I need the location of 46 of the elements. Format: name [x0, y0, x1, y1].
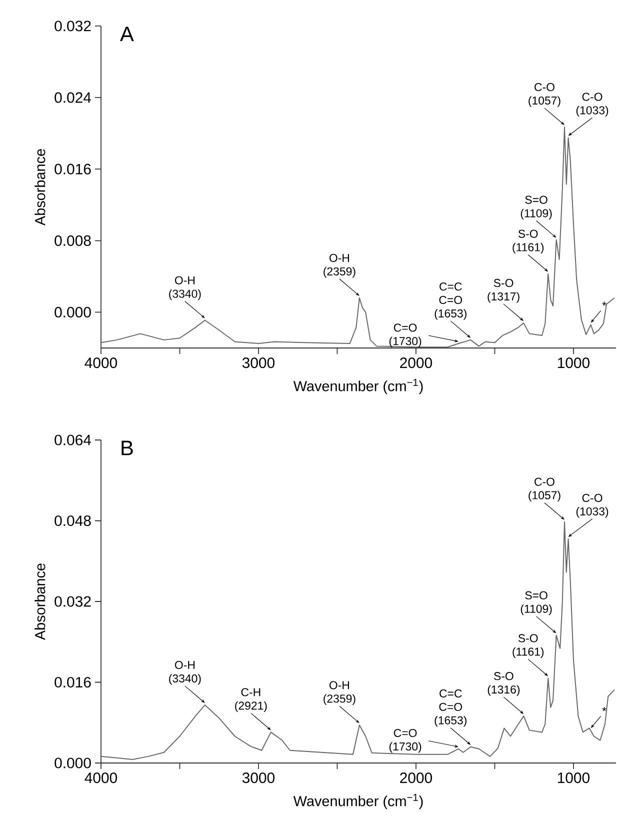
annotation: O-H (3340): [169, 276, 201, 300]
y-tick-label: 0.000: [54, 306, 91, 318]
annotation: S=O (1109): [520, 591, 552, 616]
annotation: C-O (1057): [528, 478, 560, 502]
chart-title: B: [122, 440, 133, 456]
y-tick-label: 0.048: [54, 515, 91, 526]
y-tick-label: 0.016: [54, 676, 91, 688]
y-tick-label: 0.064: [54, 434, 92, 446]
x-tick-label: 2000: [400, 358, 432, 368]
x-tick-label: 1000: [558, 772, 590, 784]
y-tick-label: 0.032: [54, 596, 91, 607]
x-axis-title: Wavenumber (cm$^{−1}$): [293, 794, 423, 810]
x-tick-label: 2000: [400, 772, 432, 784]
y-tick-label: 0.000: [54, 758, 91, 768]
x-tick-label: 4000: [84, 772, 118, 784]
annotation: C-H (2921): [235, 688, 267, 712]
annotation: S-O (1161): [512, 634, 544, 658]
annotation: O-H (3340): [169, 660, 201, 685]
annotation: *: [602, 302, 606, 306]
y-tick-label: 0.008: [54, 235, 91, 246]
annotation: C=C C=O (1653): [434, 689, 466, 727]
annotation: S-O (1161): [512, 230, 544, 254]
annotation: C-O (1057): [528, 83, 560, 107]
y-tick-label: 0.024: [54, 92, 92, 103]
y-tick-label: 0.016: [54, 164, 91, 174]
chart-title: A: [120, 26, 134, 42]
y-axis-title: Absorbance: [34, 564, 46, 640]
annotation: *: [602, 707, 606, 712]
y-tick-label: 0.032: [54, 20, 91, 32]
x-tick-label: 3000: [242, 772, 275, 784]
annotation: C-O (1033): [576, 494, 608, 518]
annotation: C=O (1730): [389, 728, 422, 753]
annotation: S-O (1316): [488, 672, 520, 696]
annotation: S=O (1109): [520, 196, 552, 220]
x-tick-label: 4000: [84, 358, 118, 368]
y-axis-title: Absorbance: [34, 149, 46, 226]
annotation: O-H (2359): [324, 254, 356, 278]
annotation: C=O (1730): [389, 324, 422, 348]
annotation: S-O (1317): [488, 278, 520, 303]
x-tick-label: 1000: [558, 358, 590, 368]
annotation: C-O (1033): [576, 92, 608, 117]
x-tick-label: 3000: [242, 358, 275, 368]
annotation: O-H (2359): [324, 681, 356, 705]
annotation: C=C C=O (1653): [434, 282, 466, 320]
x-axis-title: Wavenumber (cm$^{−1}$): [293, 378, 423, 394]
line-series: [100, 521, 615, 760]
